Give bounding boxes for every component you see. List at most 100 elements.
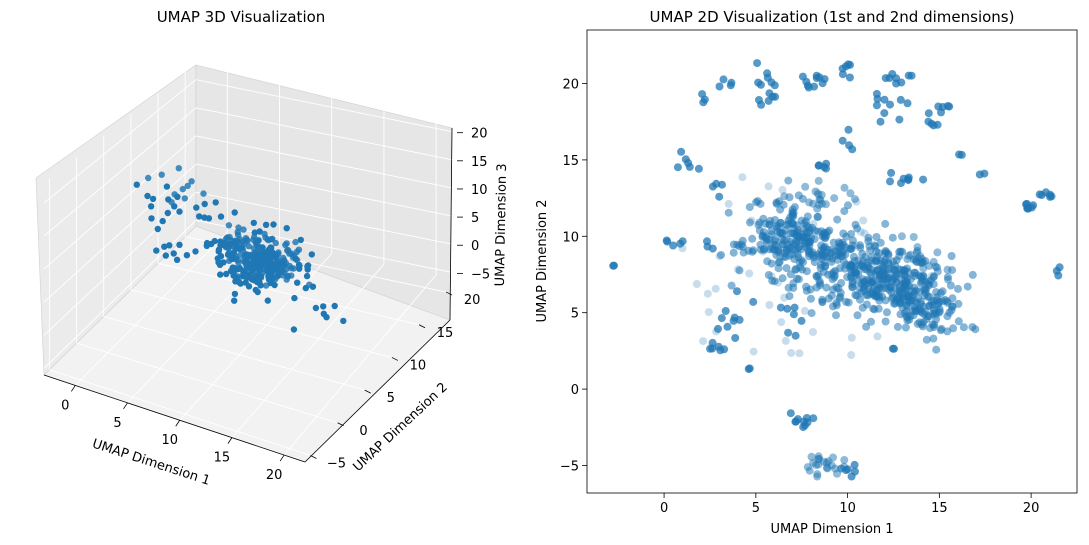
data-point-2d — [924, 109, 933, 118]
data-point-2d — [886, 177, 894, 186]
data-point-2d — [711, 284, 720, 293]
data-point-2d — [827, 291, 836, 300]
data-point-3d — [280, 259, 287, 266]
data-point-2d — [778, 274, 787, 283]
data-point-3d — [170, 250, 177, 257]
data-point-3d — [320, 303, 327, 310]
data-point-2d — [719, 75, 728, 84]
data-point-2d — [792, 231, 801, 240]
data-point-3d — [215, 259, 222, 266]
data-point-3d — [320, 310, 327, 317]
data-point-2d — [804, 238, 812, 247]
y-tick-3d — [445, 291, 453, 296]
data-point-2d — [803, 212, 812, 221]
data-point-3d — [201, 214, 208, 221]
data-point-3d — [234, 228, 241, 236]
data-point-2d — [729, 240, 738, 249]
data-point-2d — [975, 170, 984, 179]
data-point-2d — [817, 249, 826, 258]
data-point-3d — [312, 304, 320, 312]
data-point-2d — [853, 311, 862, 320]
data-point-2d — [715, 192, 724, 201]
data-point-2d — [876, 238, 885, 247]
y-tick-label-3d: 5 — [387, 391, 395, 406]
data-point-3d — [255, 276, 262, 284]
data-point-3d — [176, 241, 183, 248]
x-tick-label-2d: 20 — [1023, 501, 1040, 516]
y-tick-3d — [337, 422, 344, 427]
data-point-2d — [731, 334, 740, 342]
y-tick-label-2d: 20 — [562, 77, 579, 92]
data-point-2d — [837, 242, 846, 250]
data-point-2d — [784, 283, 793, 292]
data-point-2d — [708, 182, 717, 191]
y-axis-label-2d: UMAP Dimension 2 — [535, 199, 550, 322]
data-point-2d — [912, 286, 921, 295]
data-point-2d — [833, 215, 842, 224]
data-point-2d — [886, 100, 894, 109]
data-point-3d — [264, 268, 272, 275]
data-point-3d — [225, 222, 233, 229]
data-point-2d — [848, 282, 857, 291]
data-point-2d — [774, 258, 783, 267]
data-point-2d — [724, 208, 733, 217]
data-point-2d — [797, 216, 806, 225]
grid-line — [195, 191, 458, 246]
data-point-2d — [919, 271, 928, 280]
data-point-2d — [835, 294, 844, 303]
data-point-3d — [283, 276, 290, 283]
data-point-3d — [234, 238, 241, 245]
data-point-3d — [283, 225, 290, 232]
data-point-2d — [856, 227, 865, 236]
data-point-2d — [802, 77, 811, 86]
data-point-3d — [308, 251, 315, 258]
data-point-3d — [274, 272, 282, 280]
data-point-3d — [256, 228, 263, 235]
ticks-3d: 0 5 10 15 20 −5 0 5 10 15 20 −5 0 5 10 15 20 — [61, 127, 490, 483]
data-point-2d — [922, 335, 931, 344]
data-point-2d — [893, 269, 902, 278]
data-point-2d — [729, 248, 738, 257]
data-point-2d — [758, 231, 767, 240]
data-point-3d — [309, 283, 317, 290]
data-point-2d — [881, 219, 890, 228]
data-point-2d — [784, 328, 793, 337]
z-axis-line-3d — [449, 127, 453, 321]
data-point-2d — [794, 191, 803, 200]
data-point-2d — [954, 284, 962, 293]
y-tick-label-2d: 0 — [571, 383, 579, 398]
data-point-2d — [820, 75, 829, 84]
data-point-2d — [755, 96, 763, 104]
grid-line — [43, 107, 197, 237]
data-point-2d — [759, 247, 767, 256]
chart-2d-title: UMAP 2D Visualization (1st and 2nd dimen… — [650, 8, 1015, 26]
data-point-3d — [192, 248, 199, 255]
data-point-3d — [159, 217, 166, 225]
data-point-2d — [797, 316, 806, 325]
data-point-2d — [903, 281, 912, 290]
data-point-2d — [887, 283, 896, 292]
data-point-2d — [860, 229, 869, 238]
data-point-2d — [830, 194, 839, 203]
data-point-3d — [270, 221, 277, 228]
data-point-3d — [173, 256, 181, 263]
data-point-2d — [767, 227, 776, 236]
data-point-2d — [948, 302, 957, 311]
data-point-3d — [188, 178, 195, 185]
data-point-2d — [847, 351, 856, 359]
x-axis-label-2d: UMAP Dimension 1 — [770, 522, 893, 537]
data-point-3d — [246, 264, 253, 272]
y-tick-3d — [391, 357, 399, 361]
data-point-2d — [846, 245, 855, 254]
data-point-2d — [938, 287, 947, 296]
data-point-2d — [768, 276, 777, 285]
data-point-3d — [262, 221, 270, 228]
data-point-3d — [203, 242, 210, 249]
data-point-3d — [236, 245, 243, 252]
data-point-3d — [302, 284, 309, 292]
data-point-3d — [228, 254, 235, 262]
data-point-2d — [822, 458, 831, 467]
data-point-2d — [872, 101, 881, 110]
grid-line — [43, 135, 197, 270]
data-point-2d — [828, 275, 837, 284]
